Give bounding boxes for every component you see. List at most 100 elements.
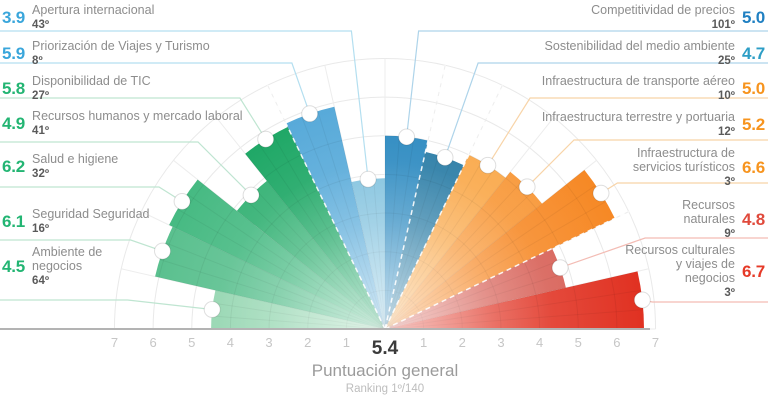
overall-summary: 5.4 Puntuación general Ranking 1º/140 (312, 338, 459, 395)
pillar-title-line: Salud e higiene (32, 152, 119, 166)
pillar-title-line: Seguridad Seguridad (32, 207, 150, 221)
pillar-row-recursos-culturales-y-viajes-de-negocios: Recursos culturales y viajes de negocios 3º… (625, 243, 765, 300)
pillar-title-line: Recursos humanos y mercado laboral (32, 109, 243, 123)
axis-tick-left: 1 (342, 335, 350, 350)
pillar-label-block: Priorización de Viajes y Turismo 8º (32, 39, 210, 68)
pillar-label-block: Infraestructura de transporte aéreo 10º (542, 74, 735, 103)
pillar-rank: 8º (32, 55, 43, 68)
overall-score: 5.4 (371, 338, 399, 359)
pillar-title-line: Priorización de Viajes y Turismo (32, 39, 210, 53)
pillar-title-line: negocios (32, 259, 83, 274)
pillar-rank: 64º (32, 275, 50, 288)
pillar-score: 5.8 (2, 78, 26, 98)
pillar-label-block: Infraestructura terrestre y portuaria 12º (542, 110, 735, 139)
pillar-row-recursos-naturales: Recursos naturales 9º 4.8 (682, 198, 765, 241)
pillar-score: 4.8 (741, 210, 765, 230)
tip-marker[interactable] (301, 105, 319, 123)
tip-marker[interactable] (592, 184, 610, 202)
pillar-rank: 25º (717, 55, 735, 68)
pillar-title-line: negocios (684, 271, 735, 286)
pillar-title-line: Apertura internacional (32, 3, 155, 17)
pillar-rank: 9º (724, 228, 735, 241)
pillar-title-line: y viajes de (675, 257, 735, 272)
pillar-score: 5.9 (2, 43, 26, 63)
tip-marker[interactable] (398, 128, 416, 146)
pillar-row-ambiente-de-negocios: 4.5 Ambiente de negocios 64º (2, 245, 102, 288)
axis-tick-left: 6 (149, 335, 157, 350)
pillar-score: 5.0 (741, 78, 765, 98)
tip-marker[interactable] (518, 178, 536, 196)
pillar-rank: 10º (717, 90, 735, 103)
tip-markers (154, 105, 651, 318)
pillar-rank: 12º (717, 126, 735, 139)
pillar-score: 4.9 (2, 113, 26, 133)
pillar-rank: 43º (32, 19, 50, 32)
pillar-label-block: Recursos culturales y viajes de negocios 3º (625, 243, 735, 300)
pillar-label-block: Disponibilidad de TIC 27º (32, 74, 151, 103)
axis-tick-right: 3 (497, 335, 505, 350)
pillar-title-line: Infraestructura de (636, 146, 735, 160)
tip-marker[interactable] (633, 291, 651, 309)
pillar-label-block: Infraestructura de servicios turísticos 3º (633, 146, 735, 189)
pillar-rank: 3º (724, 287, 735, 300)
pillar-label-block: Competitividad de precios 101º (591, 3, 735, 32)
tip-marker[interactable] (173, 193, 191, 210)
tip-marker[interactable] (242, 186, 260, 204)
pillar-label-block: Salud e higiene 32º (32, 152, 118, 181)
tip-marker[interactable] (436, 149, 454, 166)
pillar-score: 4.7 (741, 43, 765, 63)
pillar-title-line: Infraestructura terrestre y portuaria (541, 110, 735, 124)
pillar-label-block: Recursos naturales 9º (682, 198, 735, 241)
pillar-label-block: Seguridad Seguridad 16º (32, 207, 149, 236)
pillar-title-line: Disponibilidad de TIC (32, 74, 151, 88)
pillar-row-competitividad-de-precios: Competitividad de precios 101º 5.0 (591, 3, 765, 32)
tip-marker[interactable] (551, 259, 569, 277)
pillar-label-block: Sostenibilidad del medio ambiente 25º (545, 39, 735, 68)
axis-tick-left: 4 (226, 335, 235, 350)
pillar-score: 3.9 (2, 7, 26, 27)
axis-tick-right: 1 (420, 335, 428, 350)
pillar-score: 6.7 (741, 262, 765, 282)
tip-marker[interactable] (479, 156, 497, 174)
pillar-row-disponibilidad-de-tic: 5.8 Disponibilidad de TIC 27º (2, 74, 151, 103)
pillar-title-line: Recursos (682, 198, 735, 212)
pillar-score: 4.5 (2, 257, 26, 277)
pillar-row-infraestructura-de-servicios-tur-sticos: Infraestructura de servicios turísticos 3º… (633, 146, 765, 189)
pillar-row-sostenibilidad-del-medio-ambiente: Sostenibilidad del medio ambiente 25º 4.7 (545, 39, 766, 68)
pillar-row-infraestructura-de-transporte-a-reo: Infraestructura de transporte aéreo 10º 5.… (542, 74, 765, 103)
overall-score-label: Puntuación general (311, 361, 459, 380)
pillar-title-line: servicios turísticos (632, 160, 735, 175)
pillar-title-line: Competitividad de precios (591, 3, 735, 17)
axis-tick-right: 2 (458, 335, 466, 350)
axis-tick-right: 4 (535, 335, 544, 350)
pillar-rank: 41º (32, 125, 50, 138)
axis-tick-left: 3 (265, 335, 273, 350)
pillar-rank: 3º (724, 176, 735, 189)
pillar-label-block: Recursos humanos y mercado laboral 41º (32, 109, 243, 138)
pillar-score: 6.1 (2, 211, 26, 231)
axis-tick-right: 7 (651, 335, 660, 350)
pillar-rank: 32º (32, 168, 50, 181)
tip-marker[interactable] (154, 242, 171, 260)
pillar-score: 6.2 (2, 156, 26, 176)
tip-marker[interactable] (257, 130, 275, 148)
pillar-title-line: naturales (683, 212, 735, 227)
tip-marker[interactable] (203, 301, 221, 318)
pillar-title-line: Infraestructura de transporte aéreo (541, 74, 735, 88)
center-light-overlay (114, 58, 656, 329)
tip-marker[interactable] (359, 170, 377, 188)
pillar-title-line: Sostenibilidad del medio ambiente (544, 39, 735, 53)
pillar-row-priorizaci-n-de-viajes-y-turismo: 5.9 Priorización de Viajes y Turismo 8º (2, 39, 210, 68)
pillar-rank: 101º (711, 19, 735, 32)
axis-tick-left: 2 (304, 335, 312, 350)
pillar-label-block: Ambiente de negocios 64º (32, 245, 102, 288)
axis-tick-left: 5 (188, 335, 196, 350)
pillar-row-apertura-internacional: 3.9 Apertura internacional 43º (2, 3, 154, 32)
pillar-rank: 16º (32, 223, 50, 236)
pillar-score: 5.0 (741, 7, 765, 27)
axis-tick-right: 5 (574, 335, 582, 350)
pillar-title-line: Ambiente de (32, 245, 103, 259)
pillar-row-recursos-humanos-y-mercado-laboral: 4.9 Recursos humanos y mercado laboral 41º (2, 109, 243, 138)
